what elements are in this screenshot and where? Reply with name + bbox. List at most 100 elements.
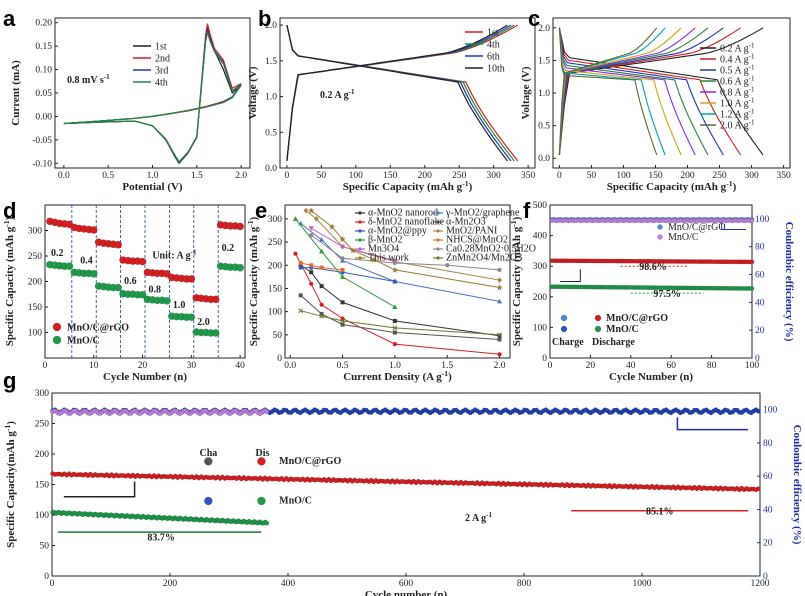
panel-g-y2label: Coulombic efficiency (%) [791, 425, 803, 545]
panel-e-marker [298, 293, 303, 298]
panel-a-xtick-label: 1.0 [147, 171, 159, 181]
panel-c-legend-label: 0.8 A g-1 [720, 86, 755, 99]
panel-c-ytick-label: 2.0 [538, 24, 550, 34]
panel-g-right-ytick-label: 60 [763, 472, 773, 482]
panel-d-point-MnO/C [163, 297, 171, 305]
panel-b-xtick-label: 0 [285, 171, 290, 181]
panel-c-discharge-7 [558, 27, 658, 156]
panel-g-legend-marker [257, 457, 266, 466]
panel-e-marker [298, 308, 304, 314]
panel-f-xtick-label: 100 [745, 361, 760, 371]
panel-d-point-MnO/C [236, 263, 244, 272]
panel-d-legend-label: MnO/C@rGO [67, 323, 129, 334]
panel-e-marker [497, 267, 502, 273]
panel-e-legend-marker [436, 229, 440, 233]
panel-e-legend-marker [436, 256, 440, 260]
panel-g-rate-annotation: 2 A g-1 [465, 511, 492, 524]
panel-d-ylabel: Specific Capacity (mAh g-1) [2, 216, 17, 346]
panel-f-ylabel: Specific Capacity (mAh g-1) [509, 216, 524, 346]
panel-f-ytick-label: 400 [533, 232, 548, 242]
panel-d-point-MnO/C [65, 262, 74, 271]
panel-g-xlabel: Cycle number (n) [365, 589, 448, 596]
panel-e-marker [292, 216, 299, 221]
panel-e-line-4 [300, 267, 395, 282]
panel-c-discharge-2 [558, 27, 724, 156]
panel-e-marker [309, 263, 314, 268]
panel-e-marker [497, 332, 502, 338]
panel-g-ytick-label: 50 [40, 542, 50, 552]
panel-f-y2label: Coulombic efficiency (%) [783, 222, 795, 342]
panel-g-legend-label: MnO/C [279, 495, 312, 506]
panel-e-marker [309, 281, 314, 286]
panel-d-xtick-label: 10 [89, 361, 99, 371]
panel-e-xlabel: Current Density (A g-1) [343, 369, 452, 384]
panel-d-point-MnO/C@rGO [211, 295, 220, 304]
panel-a-ylabel: Current (mA) [10, 60, 22, 126]
panel-f-legend-label: MnO/C [606, 324, 639, 335]
panel-e-marker [497, 277, 502, 283]
panel-e-legend-marker [436, 238, 440, 242]
panel-e-line-7 [300, 262, 343, 271]
panel-c-legend-label: 0.4 A g-1 [720, 53, 755, 66]
panel-e-marker [309, 270, 314, 275]
panel-a-legend-label: 1st [155, 42, 167, 53]
panel-g-legend-label: Cha [200, 448, 218, 459]
panel-a-frame [54, 17, 251, 169]
panel-e-line-6 [295, 218, 396, 308]
panel-e-frame [284, 204, 511, 359]
panel-a-legend-label: 3rd [155, 66, 168, 77]
panel-d-point-MnO/C@rGO [187, 275, 196, 283]
panel-g-point-3 [264, 409, 270, 414]
panel-c-charge-0 [558, 27, 764, 156]
panel-f-point-0 [749, 259, 755, 265]
panel-c-xtick-label: 100 [616, 171, 631, 181]
panel-f-legend-label: Charge [552, 337, 584, 348]
panel-a-ytick-label: 0.20 [35, 19, 52, 29]
panel-d-rate-label: 0.6 [124, 276, 137, 287]
panel-e-marker [339, 274, 346, 279]
panel-e-ytick-label: 150 [268, 284, 283, 294]
panel-e-ytick-label: 100 [268, 308, 283, 318]
panel-g-left-arrow [63, 481, 136, 498]
panel-b-legend-label: 10th [487, 64, 505, 75]
panel-f-legend-marker [657, 224, 663, 230]
panel-d-xtick-label: 30 [187, 361, 197, 371]
panel-c-legend-label: 0.6 A g-1 [720, 75, 755, 88]
panel-c-legend-label: 1.0 A g-1 [720, 97, 755, 110]
panel-d-point-MnO/C@rGO [114, 240, 122, 249]
panel-e-legend-marker [358, 256, 362, 260]
panel-g-right-ytick-label: 20 [763, 539, 773, 549]
panel-e: 0.0 0.5 1.0 1.5 2.0 0 50 100 150 200 250 300 α-MnO2 … [246, 204, 536, 384]
panel-e-legend-marker [436, 211, 440, 215]
panel-g-right-ytick-label: 80 [763, 439, 773, 449]
panel-d-unit-annotation: Unit: A g-1 [152, 249, 197, 262]
panel-g-ylabel: Specific Capacity(mAh g-1) [3, 421, 18, 548]
panel-label-a: a [3, 6, 16, 31]
panel-e-xtick-label: 1.5 [441, 361, 453, 371]
panel-g-point-0 [755, 486, 761, 492]
panel-b-xtick-label: 250 [452, 171, 467, 181]
panel-e-ytick-label: 0 [277, 354, 282, 364]
panel-f-legend-marker [657, 234, 663, 240]
panel-a-legend-label: 4th [155, 78, 168, 89]
panel-e-marker [298, 265, 303, 270]
panel-e-marker [392, 341, 397, 347]
panel-e-legend-label: MnO2/PANI [446, 226, 497, 237]
panel-e-marker [497, 337, 502, 342]
panel-e-marker [293, 251, 298, 256]
panel-e-legend-marker [436, 247, 440, 251]
panel-e-marker [329, 223, 336, 230]
panel-d-xlabel: Cycle Number (n) [103, 371, 187, 383]
panel-c-discharge-4 [558, 27, 696, 156]
panel-e-ytick-label: 200 [268, 261, 283, 271]
panel-a-series-2nd [63, 23, 242, 163]
panel-e-ytick-label: 300 [268, 215, 283, 225]
panel-f-right-ytick-label: 0 [755, 354, 760, 364]
panel-c-discharge-0 [558, 27, 764, 156]
panel-e-marker [391, 266, 398, 273]
panel-e-marker [496, 284, 503, 291]
panel-c-legend-label: 2.0 A g-1 [720, 119, 755, 132]
panel-g-xtick-label: 1000 [633, 579, 652, 589]
panel-e-marker [350, 247, 357, 254]
panel-g-annotation: 83.7% [147, 533, 175, 544]
